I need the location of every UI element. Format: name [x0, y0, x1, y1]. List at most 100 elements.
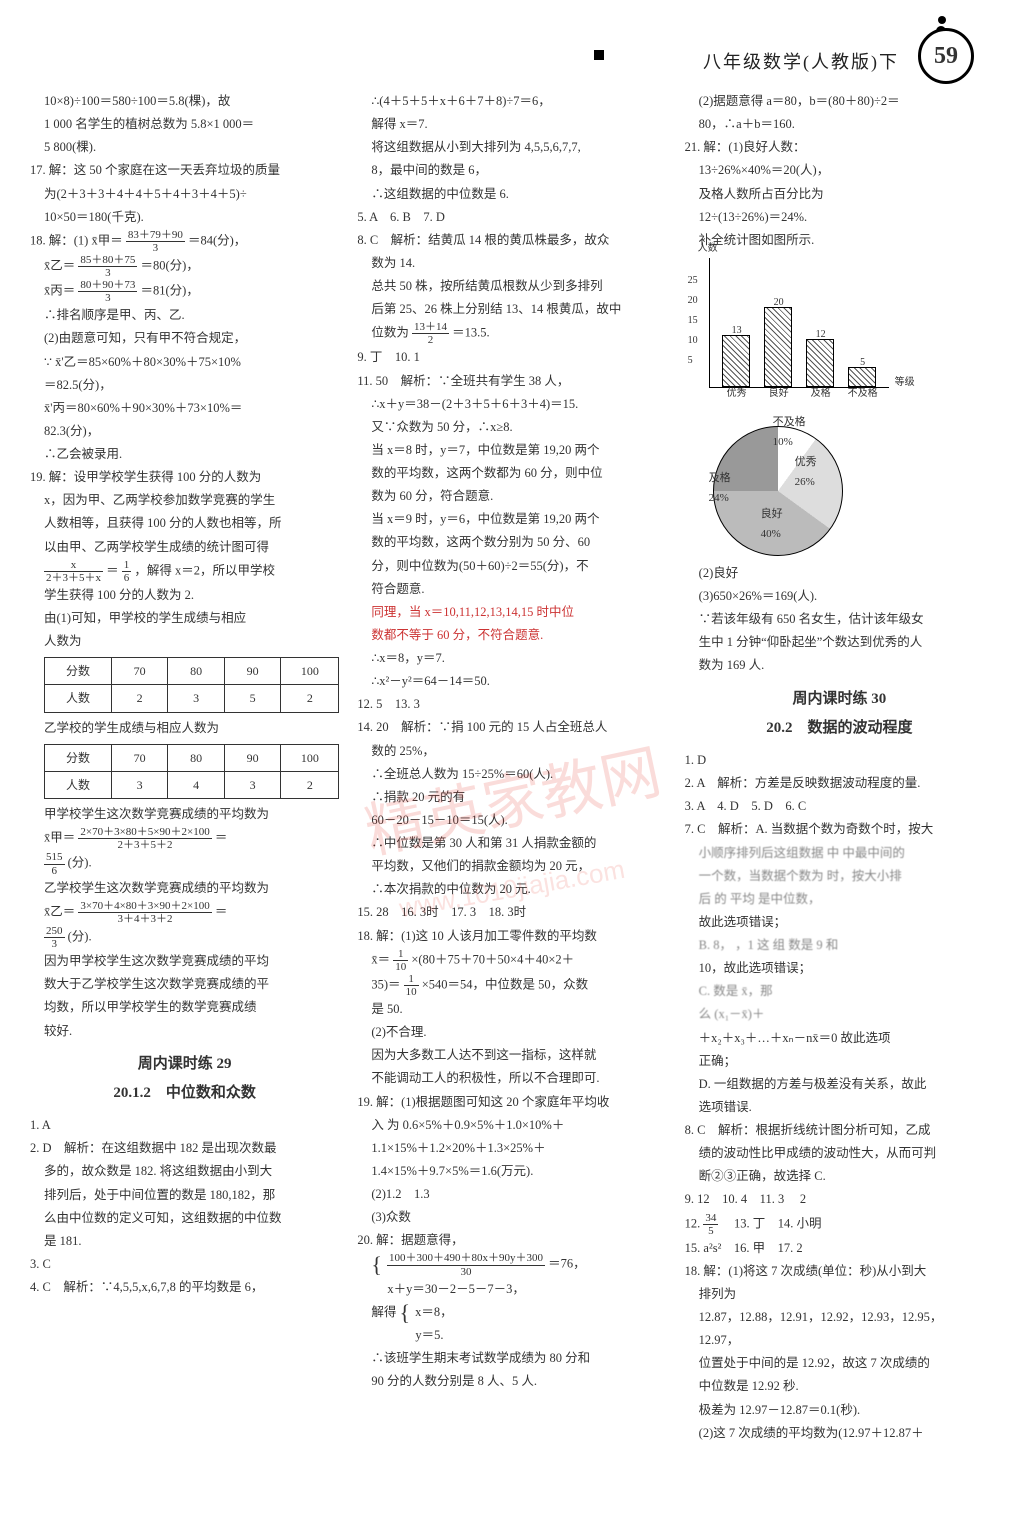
text: 位数为 13＋142 ＝13.5.: [357, 321, 666, 346]
text: ∴中位数是第 30 人和第 31 人捐款金额的: [357, 832, 666, 855]
text: 以由甲、乙两学校学生成绩的统计图可得: [30, 536, 339, 559]
column-2: ∴(4＋5＋5＋x＋6＋7＋8)÷7＝6， 解得 x＝7. 将这组数据从小到大排…: [357, 90, 666, 1510]
text: 12÷(13÷26%)＝24%.: [685, 206, 994, 229]
bar: 12及格: [806, 339, 834, 387]
text: 及格人数所占百分比为: [685, 183, 994, 206]
text: (3)650×26%＝169(人).: [685, 585, 994, 608]
text: 19. 解：设甲学校学生获得 100 分的人数为: [30, 466, 339, 489]
text: x̄＝ 110 ×(80＋75＋70＋50×4＋40×2＋: [357, 948, 666, 973]
text: 学生获得 100 分的人数为 2.: [30, 584, 339, 607]
text: 因为甲学校学生这次数学竞赛成绩的平均: [30, 950, 339, 973]
text: ∴x＝8，y＝7.: [357, 647, 666, 670]
text: 么由中位数的定义可知，这组数据的中位数: [30, 1207, 339, 1230]
text: 均数，所以甲学校学生的数学竞赛成绩: [30, 996, 339, 1019]
text: 12. 5 13. 3: [357, 693, 666, 716]
text: 19. 解：(1)根据题图可知这 20 个家庭年平均收: [357, 1091, 666, 1114]
text: 正确；: [685, 1050, 994, 1073]
text: 补全统计图如图所示.: [685, 229, 994, 252]
y-tick: 15: [688, 312, 698, 331]
text: 数为 169 人.: [685, 654, 994, 677]
text: 是 50.: [357, 998, 666, 1021]
text: 9. 12 10. 4 11. 3 2: [685, 1188, 994, 1211]
text: 位置处于中间的是 12.92，故这 7 次成绩的: [685, 1352, 994, 1375]
text: 8. C 解析：根据折线统计图分析可知，乙成: [685, 1119, 994, 1142]
text: 符合题意.: [357, 578, 666, 601]
text: 7. C 解析：A. 当数据个数为奇数个时，按大: [685, 818, 994, 841]
text: 12.87，12.88，12.91，12.92，12.93，12.95，: [685, 1306, 994, 1329]
x-axis-label: 等级: [895, 374, 915, 393]
text: 8. C 解析：结黄瓜 14 根的黄瓜株最多，故众: [357, 229, 666, 252]
text-smudged: 小顺序排列后这组数据 中 中最中间的: [685, 842, 994, 865]
header-marker: [594, 50, 604, 60]
pie-label: 优秀 26%: [795, 452, 817, 493]
text: 1. A: [30, 1114, 339, 1137]
text: ∴该班学生期末考试数学成绩为 80 分和: [357, 1347, 666, 1370]
text: 乙学校的学生成绩与相应人数为: [30, 717, 339, 740]
text: 1.1×15%＋1.2×20%＋1.3×25%＋: [357, 1137, 666, 1160]
text: x̄乙＝ 85＋80＋753 ＝80(分)，: [30, 254, 339, 279]
text: 数都不等于 60 分，不符合题意.: [357, 624, 666, 647]
pie-label: 良好 40%: [761, 504, 783, 545]
column-3: (2)据题意得 a＝80，b＝(80＋80)÷2＝ 80，∴a＋b＝160. 2…: [685, 90, 994, 1510]
pie-label: 及格 24%: [709, 468, 731, 509]
text: 数的 25%，: [357, 740, 666, 763]
text: 2. A 解析：方差是反映数据波动程度的量.: [685, 772, 994, 795]
text: 入 为 0.6×5%＋0.9×5%＋1.0×10%＋: [357, 1114, 666, 1137]
text-smudged: C. 数是 x̄，那: [685, 980, 994, 1003]
y-tick: 25: [688, 272, 698, 291]
text: ＋x₂＋x₃＋…＋xₙ－nx̄＝0 故此选项: [685, 1027, 994, 1050]
text: 排列后，处于中间位置的数是 180,182，那: [30, 1184, 339, 1207]
text: 乙学校学生这次数学竞赛成绩的平均数为: [30, 877, 339, 900]
text: (2)不合理.: [357, 1021, 666, 1044]
text: D. 一组数据的方差与极差没有关系，故此: [685, 1073, 994, 1096]
text: 数大于乙学校学生这次数学竞赛成绩的平: [30, 973, 339, 996]
text: (2)由题意可知，只有甲不符合规定，: [30, 327, 339, 350]
text: 15. a²s² 16. 甲 17. 2: [685, 1237, 994, 1260]
text: ∴排名顺序是甲、丙、乙.: [30, 304, 339, 327]
text: 10×50＝180(千克).: [30, 206, 339, 229]
text: 15. 28 16. 3时 17. 3 18. 3时: [357, 901, 666, 924]
text: 3. C: [30, 1253, 339, 1276]
text: 为(2＋3＋3＋4＋4＋5＋4＋3＋4＋5)÷: [30, 183, 339, 206]
text: x＋y＝30－2－5－7－3，: [357, 1278, 666, 1301]
y-tick: 20: [688, 292, 698, 311]
text: 当 x＝8 时，y＝7，中位数是第 19,20 两个: [357, 439, 666, 462]
text: 断②③正确，故选择 C.: [685, 1165, 994, 1188]
text: 2. D 解析：在这组数据中 182 是出现次数最: [30, 1137, 339, 1160]
text: x̄'丙＝80×60%＋90×30%＋73×10%＝: [30, 397, 339, 420]
text: 生中 1 分钟“仰卧起坐”个数达到优秀的人: [685, 631, 994, 654]
text: x，因为甲、乙两学校参加数学竞赛的学生: [30, 489, 339, 512]
section-29-subtitle: 20.1.2 中位数和众数: [30, 1080, 339, 1108]
text: (2)1.2 1.3: [357, 1183, 666, 1206]
text: 8，最中间的数是 6，: [357, 159, 666, 182]
section-30-subtitle: 20.2 数据的波动程度: [685, 715, 994, 743]
text: 人数相等，且获得 100 分的人数也相等，所: [30, 512, 339, 535]
pie-chart: 不及格 10% 优秀 26% 及格 24% 良好 40%: [713, 426, 883, 556]
text: 18. 解：(1)将这 7 次成绩(单位：秒)从小到大: [685, 1260, 994, 1283]
text: ∴这组数据的中位数是 6.: [357, 183, 666, 206]
text: 解得 x＝7.: [357, 113, 666, 136]
text: 12.97，: [685, 1329, 994, 1352]
text: 5156 (分).: [30, 851, 339, 876]
column-1: 10×8)÷100＝580÷100＝5.8(棵)，故 1 000 名学生的植树总…: [30, 90, 339, 1510]
bar: 5不及格: [848, 367, 876, 387]
score-table-2: 分数708090100 人数3432: [44, 744, 339, 799]
text: 20. 解：据题意得，: [357, 1229, 666, 1252]
text: 1 000 名学生的植树总数为 5.8×1 000＝: [30, 113, 339, 136]
text: 故此选项错误；: [685, 911, 994, 934]
text: 90 分的人数分别是 8 人、5 人.: [357, 1370, 666, 1393]
text: ∵若该年级有 650 名女生，估计该年级女: [685, 608, 994, 631]
text: 平均数，又他们的捐款金额均为 20 元，: [357, 855, 666, 878]
text-smudged: 一个数，当数据个数为 时，按大小排: [685, 865, 994, 888]
text: 4. C 解析：∵4,5,5,x,6,7,8 的平均数是 6，: [30, 1276, 339, 1299]
text-smudged: 么 (x₁－x̄)＋: [685, 1003, 994, 1026]
text: x̄乙＝ 3×70＋4×80＋3×90＋2×1003＋4＋3＋2 ＝: [30, 900, 339, 925]
text: 3. A 4. D 5. D 6. C: [685, 795, 994, 818]
text: x2＋3＋5＋x ＝ 16 ，解得 x＝2，所以甲学校: [30, 559, 339, 584]
text: 是 181.: [30, 1230, 339, 1253]
text: y＝5.: [357, 1324, 666, 1347]
text: 由(1)可知，甲学校的学生成绩与相应: [30, 607, 339, 630]
text: 后第 25、26 株上分别结 13、14 根黄瓜，故中: [357, 298, 666, 321]
text: 12. 345 13. 丁 14. 小明: [685, 1212, 994, 1237]
text: ∴本次捐款的中位数为 20 元.: [357, 878, 666, 901]
